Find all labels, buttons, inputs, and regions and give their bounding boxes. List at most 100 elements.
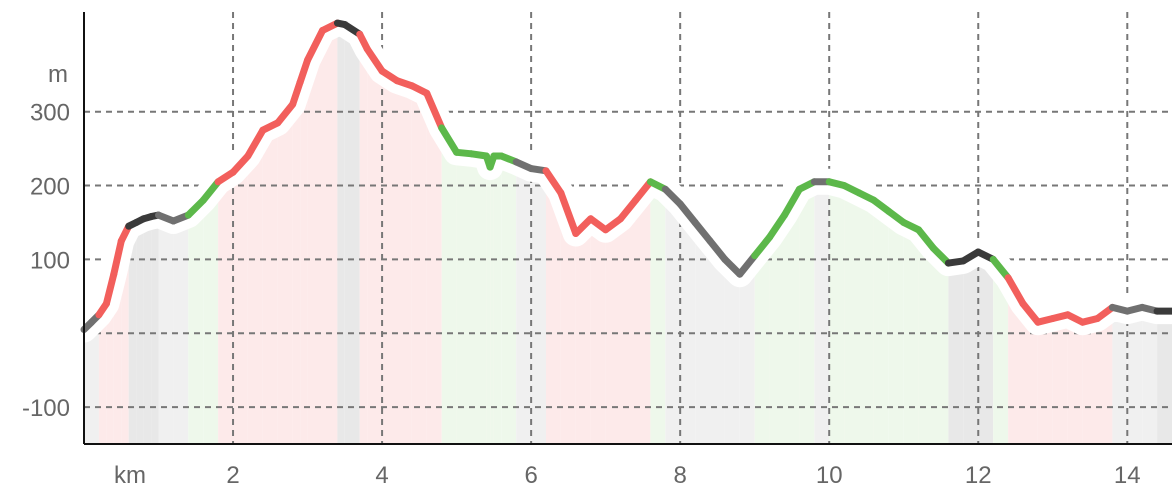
profile-segment-uphill xyxy=(289,78,304,108)
grade-band xyxy=(322,23,338,444)
grade-band xyxy=(218,172,233,444)
x-unit-label: km xyxy=(114,462,146,487)
grade-band xyxy=(590,218,606,444)
grade-band xyxy=(337,23,345,444)
grade-band xyxy=(233,156,248,444)
grade-band xyxy=(300,60,308,444)
profile-segment-downhill xyxy=(915,226,937,252)
profile-segment-uphill xyxy=(363,45,386,75)
grade-band xyxy=(739,255,755,444)
grade-band xyxy=(814,181,830,445)
grade-band xyxy=(143,216,152,444)
grade-band xyxy=(993,259,1009,444)
grade-band xyxy=(158,215,174,444)
x-tick-label: 8 xyxy=(673,462,686,487)
grade-band xyxy=(292,82,301,444)
profile-segment-downhill xyxy=(766,211,788,241)
profile-segment-uphill xyxy=(423,89,446,132)
grade-bands xyxy=(84,23,1172,445)
profile-segment-uphill xyxy=(1019,300,1042,326)
grade-band xyxy=(650,181,666,445)
profile-segment-downhill xyxy=(438,124,461,156)
profile-segment-gentle-down xyxy=(736,252,759,278)
grade-band xyxy=(620,200,636,444)
x-tick-label: 6 xyxy=(524,462,537,487)
grade-band xyxy=(173,215,189,444)
profile-segment-uphill xyxy=(632,178,654,204)
grade-band xyxy=(918,229,934,444)
grade-band xyxy=(344,24,360,444)
grade-band xyxy=(769,215,785,444)
profile-segment-uphill xyxy=(102,270,118,308)
grade-band xyxy=(1052,314,1068,444)
grade-band xyxy=(1082,318,1098,444)
grade-band xyxy=(262,122,278,445)
grade-band xyxy=(84,322,92,444)
grade-band xyxy=(933,248,949,444)
grade-band xyxy=(605,218,621,444)
profile-segment-uphill xyxy=(110,237,125,278)
grade-band xyxy=(784,189,800,444)
profile-segment-downhill xyxy=(989,255,1012,282)
grade-band xyxy=(501,156,517,444)
grade-band xyxy=(247,130,263,444)
grade-band xyxy=(844,185,859,444)
grade-band xyxy=(710,240,725,444)
x-tick-labels: 2 4 6 8 10 12 14 xyxy=(226,462,1140,487)
profile-segment-downhill xyxy=(184,196,207,219)
grade-band xyxy=(1127,307,1143,444)
grade-band xyxy=(151,215,159,444)
x-tick-label: 14 xyxy=(1114,462,1141,487)
profile-segment-uphill xyxy=(617,196,639,223)
grade-band xyxy=(91,314,99,444)
grade-band xyxy=(575,218,591,444)
grade-band xyxy=(1112,307,1128,444)
grade-band xyxy=(471,153,487,445)
grade-band xyxy=(382,71,397,444)
y-tick-label: 100 xyxy=(30,247,70,274)
grade-band xyxy=(829,181,845,445)
grade-band xyxy=(486,156,491,444)
profile-segment-gentle-down xyxy=(706,237,729,263)
profile-segment-downhill xyxy=(199,178,222,204)
grade-band xyxy=(859,192,874,444)
grade-band xyxy=(724,259,740,444)
grade-band xyxy=(411,85,427,445)
grade-band xyxy=(203,181,219,445)
grade-band xyxy=(136,218,144,444)
profile-segment-uphill xyxy=(1004,274,1027,308)
profile-segment-downhill xyxy=(930,244,952,267)
profile-segment-downhill xyxy=(751,233,774,260)
grade-band xyxy=(546,170,561,445)
profile-segment-uphill xyxy=(274,100,297,127)
grade-band xyxy=(426,93,442,444)
grade-band xyxy=(1097,307,1113,444)
profile-line xyxy=(80,19,1172,333)
profile-segment-uphill xyxy=(304,27,326,64)
profile-segment-uphill xyxy=(557,189,580,237)
grade-band xyxy=(277,104,293,445)
x-tick-label: 4 xyxy=(375,462,388,487)
grade-band xyxy=(873,200,889,444)
y-unit-label: m xyxy=(48,61,68,88)
x-tick-label: 2 xyxy=(226,462,239,487)
grade-band xyxy=(1067,314,1083,444)
grade-band xyxy=(531,168,546,444)
grade-band xyxy=(1142,307,1158,444)
grade-band xyxy=(978,252,994,444)
grade-band xyxy=(98,303,107,444)
grade-band xyxy=(307,30,323,444)
grade-band xyxy=(680,204,696,444)
profile-segment-uphill xyxy=(229,152,252,176)
grade-band xyxy=(367,48,383,445)
profile-segment-gentle-down xyxy=(676,200,699,226)
grade-band xyxy=(359,34,368,444)
grade-band xyxy=(560,192,576,444)
grade-band xyxy=(799,181,815,445)
grade-band xyxy=(1037,318,1053,444)
grade-band xyxy=(493,156,502,444)
profile-segment-uphill xyxy=(542,167,565,197)
grade-band xyxy=(754,237,770,444)
grade-band xyxy=(1023,303,1038,444)
grade-band xyxy=(456,152,472,445)
